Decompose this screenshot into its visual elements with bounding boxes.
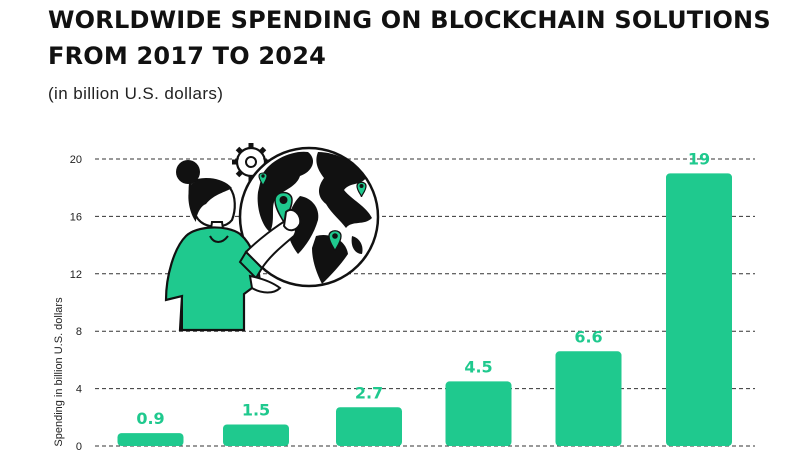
location-pin-icon xyxy=(328,230,342,252)
y-tick-label: 20 xyxy=(70,154,82,166)
y-tick-label: 12 xyxy=(70,269,82,281)
title-line-1: WORLDWIDE SPENDING ON BLOCKCHAIN SOLUTIO… xyxy=(48,6,771,34)
value-label-2018: 1.5 xyxy=(242,400,270,419)
bar-2021 xyxy=(555,351,622,446)
location-pin-icon xyxy=(274,191,293,223)
y-tick-label: 8 xyxy=(76,326,82,338)
bar-2020 xyxy=(445,381,512,446)
y-axis-ticks: 0 4 8 12 16 20 xyxy=(70,154,82,453)
value-label-2021: 6.6 xyxy=(574,327,602,346)
value-labels: 0.9 1.5 2.7 4.5 6.6 19 xyxy=(136,149,710,428)
location-pin-icon xyxy=(356,181,367,198)
person-with-globe-and-gear-icon xyxy=(164,143,380,332)
bar-2019 xyxy=(336,407,402,446)
chart-subtitle: (in billion U.S. dollars) xyxy=(48,84,224,103)
y-axis-label: Spending in billion U.S. dollars xyxy=(53,297,65,447)
bar-2018 xyxy=(223,424,289,446)
value-label-2017: 0.9 xyxy=(136,409,164,428)
bars xyxy=(117,173,732,446)
title-line-2: FROM 2017 TO 2024 xyxy=(48,42,326,70)
value-label-2020: 4.5 xyxy=(464,357,492,376)
gridlines xyxy=(95,158,755,447)
chart-title: WORLDWIDE SPENDING ON BLOCKCHAIN SOLUTIO… xyxy=(48,2,771,74)
value-label-2024: 19 xyxy=(688,149,710,168)
y-tick-label: 16 xyxy=(70,211,82,223)
y-tick-label: 0 xyxy=(76,441,82,453)
bar-2017 xyxy=(117,433,184,446)
value-label-2019: 2.7 xyxy=(355,383,383,402)
location-pin-icon xyxy=(258,172,268,187)
bar-2024 xyxy=(666,173,732,446)
person-icon xyxy=(164,160,302,332)
y-tick-label: 4 xyxy=(76,384,82,396)
